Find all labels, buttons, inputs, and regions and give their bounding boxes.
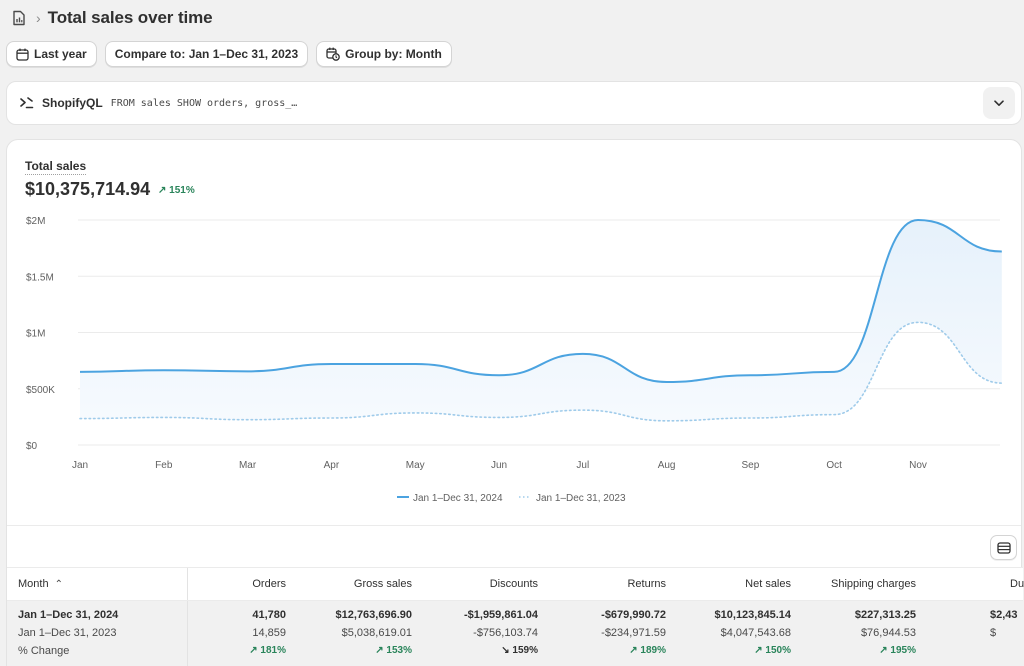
table-cell: ↗ 153% bbox=[375, 645, 412, 656]
report-toolbar: Last year Compare to: Jan 1–Dec 31, 2023… bbox=[6, 41, 452, 67]
column-header-month[interactable]: Month ⌃ bbox=[18, 578, 63, 590]
x-tick-label: Oct bbox=[826, 460, 842, 471]
series-line-2023 bbox=[79, 321, 1003, 422]
chart-divider bbox=[7, 525, 1021, 526]
table-cell: $4,047,543.68 bbox=[720, 627, 791, 639]
y-tick-label: $2M bbox=[26, 216, 45, 227]
x-tick-label: Mar bbox=[239, 460, 257, 471]
row-label: Jan 1–Dec 31, 2024 bbox=[18, 609, 119, 621]
row-label: % Change bbox=[18, 645, 70, 657]
x-tick-label: Jul bbox=[576, 460, 589, 471]
expand-query-button[interactable] bbox=[983, 87, 1015, 119]
column-header[interactable]: Discounts bbox=[489, 578, 538, 590]
column-header[interactable]: Net sales bbox=[745, 578, 791, 590]
shopifyql-label: ShopifyQL bbox=[42, 96, 103, 110]
table-cell: -$234,971.59 bbox=[601, 627, 666, 639]
series-line-2024 bbox=[79, 218, 1002, 384]
table-cell: 14,859 bbox=[252, 627, 286, 639]
y-tick-label: $1M bbox=[26, 329, 45, 340]
x-tick-label: Jun bbox=[491, 460, 507, 471]
metric-change-value: 151% bbox=[169, 185, 195, 196]
column-header[interactable]: Du bbox=[1010, 578, 1024, 590]
column-separator bbox=[187, 601, 188, 666]
table-cell: ↘ 159% bbox=[501, 645, 538, 656]
date-range-button[interactable]: Last year bbox=[6, 41, 97, 67]
table-cell: $12,763,696.90 bbox=[335, 609, 412, 621]
x-tick-label: Jan bbox=[72, 460, 88, 471]
metric-name[interactable]: Total sales bbox=[25, 159, 87, 175]
table-icon bbox=[996, 541, 1011, 554]
sort-icon[interactable]: ⌃ bbox=[54, 579, 63, 590]
metric-change: ↗ 151% bbox=[158, 185, 195, 196]
y-tick-label: $500K bbox=[26, 385, 55, 396]
shopifyql-icon bbox=[20, 97, 34, 109]
chevron-down-icon bbox=[994, 99, 1004, 106]
compare-button[interactable]: Compare to: Jan 1–Dec 31, 2023 bbox=[104, 41, 309, 67]
metric-value: $10,375,714.94 bbox=[25, 179, 151, 199]
query-text[interactable]: FROM sales SHOW orders, gross_… bbox=[110, 97, 298, 109]
page-header: › Total sales over time bbox=[10, 6, 213, 30]
table-cell: -$1,959,861.04 bbox=[463, 609, 538, 621]
date-range-label: Last year bbox=[34, 47, 87, 61]
report-icon[interactable] bbox=[10, 9, 28, 27]
calendar-icon bbox=[16, 48, 29, 61]
sales-line-chart: $0 $500K $1M $1.5M $2M Jan Feb Mar Apr May Jun Jul A… bbox=[26, 216, 1003, 504]
table-header: Month ⌃ Orders Gross sales Discounts Returns N… bbox=[7, 567, 1024, 601]
x-tick-label: Apr bbox=[324, 460, 340, 471]
legend-label-2023: Jan 1–Dec 31, 2023 bbox=[536, 493, 626, 504]
table-cell: $5,038,619.01 bbox=[341, 627, 412, 639]
compare-label: Compare to: Jan 1–Dec 31, 2023 bbox=[114, 47, 299, 61]
page-title: Total sales over time bbox=[47, 8, 213, 27]
table-cell: ↗ 150% bbox=[754, 645, 791, 656]
table-body: Jan 1–Dec 31, 2024 41,780 $12,763,696.90 -$… bbox=[7, 601, 1023, 666]
y-tick-label: $0 bbox=[26, 441, 38, 452]
column-header[interactable]: Shipping charges bbox=[830, 578, 916, 590]
table-cell: 41,780 bbox=[252, 609, 286, 621]
x-tick-label: Sep bbox=[742, 460, 760, 471]
table-cell: $76,944.53 bbox=[860, 627, 916, 639]
table-cell: -$756,103.74 bbox=[473, 627, 538, 639]
column-separator bbox=[187, 568, 188, 600]
group-by-label: Group by: Month bbox=[345, 47, 442, 61]
table-cell: $227,313.25 bbox=[854, 609, 916, 621]
column-header[interactable]: Returns bbox=[627, 578, 666, 590]
table-view-button[interactable] bbox=[990, 535, 1017, 560]
calendar-clock-icon bbox=[326, 47, 340, 61]
table-cell: $ bbox=[990, 627, 997, 639]
series-area bbox=[80, 220, 1002, 421]
column-header[interactable]: Orders bbox=[252, 578, 286, 590]
table-cell: ↗ 195% bbox=[879, 645, 916, 656]
breadcrumb-chevron-icon: › bbox=[36, 10, 41, 26]
legend-label-2024: Jan 1–Dec 31, 2024 bbox=[413, 493, 503, 504]
table-cell: $10,123,845.14 bbox=[714, 609, 791, 621]
table-cell: ↗ 189% bbox=[629, 645, 666, 656]
table-cell: ↗ 181% bbox=[249, 645, 286, 656]
row-label: Jan 1–Dec 31, 2023 bbox=[18, 627, 117, 639]
x-tick-label: Aug bbox=[658, 460, 676, 471]
shopifyql-editor[interactable]: ShopifyQL FROM sales SHOW orders, gross_… bbox=[6, 81, 1022, 125]
column-header[interactable]: Gross sales bbox=[353, 578, 412, 590]
x-tick-label: Nov bbox=[909, 460, 927, 471]
x-tick-label: May bbox=[406, 460, 425, 471]
table-cell: -$679,990.72 bbox=[601, 609, 666, 621]
table-cell: $2,43 bbox=[990, 609, 1018, 621]
report-card: Total sales $10,375,714.94 ↗ 151% $0 $500… bbox=[6, 139, 1024, 666]
y-tick-label: $1.5M bbox=[26, 272, 54, 283]
x-tick-label: Feb bbox=[155, 460, 173, 471]
group-by-button[interactable]: Group by: Month bbox=[316, 41, 452, 67]
